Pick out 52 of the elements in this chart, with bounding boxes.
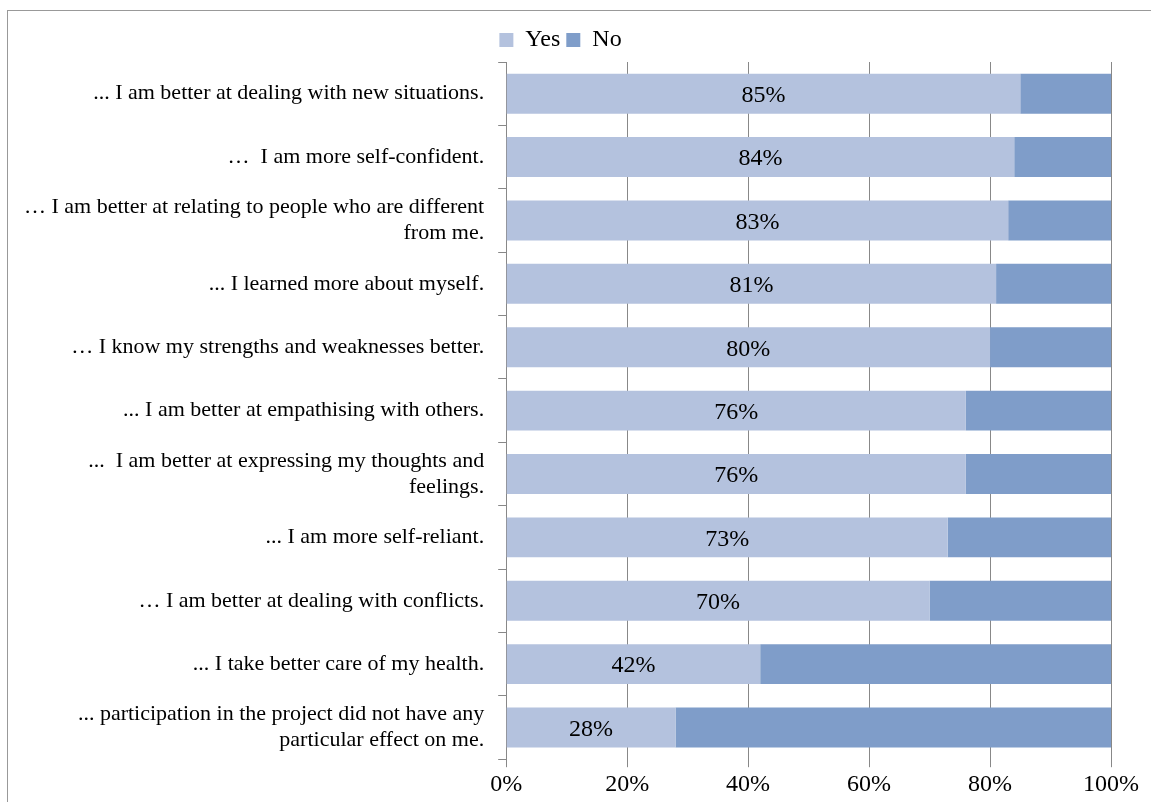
x-tick-label: 0% xyxy=(490,769,523,796)
data-label: 85% xyxy=(741,80,786,107)
bar xyxy=(929,580,1111,621)
y-tick-label: ... I am more self-reliant. xyxy=(265,523,485,549)
data-label: 83% xyxy=(735,207,780,234)
data-label: 84% xyxy=(738,144,783,171)
bar xyxy=(506,200,1009,241)
x-tick-label: 100% xyxy=(1083,769,1139,796)
data-label: 42% xyxy=(611,651,656,678)
legend-label: No xyxy=(592,25,622,52)
bar xyxy=(1020,73,1111,114)
bar xyxy=(675,707,1111,748)
x-tick-label: 40% xyxy=(726,769,771,796)
y-tick-label: ... I am better at expressing my thoughts and feelings. xyxy=(88,446,485,498)
bar xyxy=(947,517,1111,558)
data-label: 28% xyxy=(569,714,614,741)
data-label: 81% xyxy=(729,271,774,298)
y-tick-label: … I am more self-confident. xyxy=(227,142,485,168)
legend-label: Yes xyxy=(525,25,561,52)
bar xyxy=(506,390,966,431)
data-label: 70% xyxy=(696,588,741,615)
bar xyxy=(506,517,948,558)
data-label: 73% xyxy=(705,524,750,551)
bar xyxy=(760,644,1111,685)
bar xyxy=(506,137,1015,178)
x-tick-label: 80% xyxy=(968,769,1013,796)
data-label: 76% xyxy=(714,397,759,424)
bar xyxy=(506,263,997,304)
bar xyxy=(1014,137,1111,178)
bar xyxy=(506,327,991,368)
bar xyxy=(990,327,1111,368)
y-tick-label: ... I learned more about myself. xyxy=(208,269,485,295)
y-tick-label: ... I am better at empathising with others. xyxy=(123,396,485,422)
bar xyxy=(506,73,1021,114)
bar xyxy=(506,644,761,685)
bar xyxy=(506,454,966,494)
x-tick-label: 60% xyxy=(847,769,892,796)
bar xyxy=(506,707,676,748)
y-tick-label: … I know my strengths and weaknesses better. xyxy=(71,333,485,358)
bar xyxy=(965,454,1111,494)
bar xyxy=(996,263,1111,304)
data-label: 80% xyxy=(726,334,771,361)
bar xyxy=(1008,200,1111,241)
y-tick-label: … I am better at relating to people who are different from me. xyxy=(24,193,485,245)
y-tick-label: … I am better at dealing with conflicts. xyxy=(138,586,485,612)
y-tick-label: ... I take better care of my health. xyxy=(192,649,485,675)
data-label: 76% xyxy=(714,461,759,488)
x-tick-label: 20% xyxy=(605,769,650,796)
bar xyxy=(506,580,930,621)
bar xyxy=(965,390,1111,431)
y-tick-label: ... participation in the project did not have any particular effect on me. xyxy=(77,700,485,752)
y-tick-label: ... I am better at dealing with new situations. xyxy=(93,79,485,105)
